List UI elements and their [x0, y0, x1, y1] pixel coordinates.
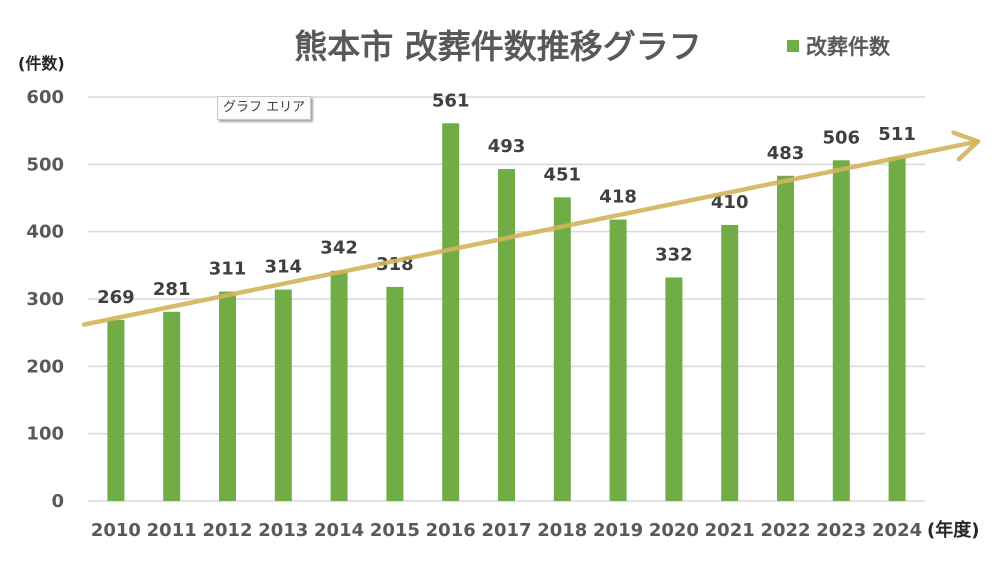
trend-arrow — [81, 130, 981, 327]
bar — [553, 197, 571, 501]
x-tick-label: 2020 — [649, 520, 699, 541]
bar — [274, 289, 292, 501]
x-tick-label: 2022 — [760, 520, 810, 541]
chart-area-tooltip: グラフ エリア — [217, 96, 312, 120]
bar — [442, 123, 460, 501]
bar — [163, 311, 181, 501]
y-axis-label: (件数) — [18, 54, 65, 73]
y-tick-label: 0 — [51, 491, 64, 512]
data-label: 483 — [767, 143, 805, 164]
x-axis-label: (年度) — [927, 519, 979, 541]
x-tick-label: 2012 — [202, 520, 252, 541]
data-label: 269 — [97, 287, 135, 308]
y-tick-label: 100 — [26, 424, 64, 445]
x-tick-label: 2024 — [872, 520, 922, 541]
x-tick-label: 2015 — [370, 520, 420, 541]
bar — [107, 319, 125, 501]
bar — [832, 160, 850, 501]
bars — [107, 123, 906, 501]
y-tick-label: 600 — [26, 87, 64, 108]
x-tick-label: 2023 — [816, 520, 866, 541]
data-label: 561 — [432, 90, 470, 111]
chart-title: 熊本市 改葬件数推移グラフ — [294, 27, 702, 66]
data-label: 342 — [320, 238, 358, 259]
data-label: 281 — [153, 279, 191, 300]
data-label: 332 — [655, 244, 693, 265]
x-tick-label: 2017 — [481, 520, 531, 541]
x-tick-label: 2021 — [705, 520, 755, 541]
bar — [665, 277, 683, 501]
data-label: 493 — [488, 136, 526, 157]
x-tick-label: 2010 — [91, 520, 141, 541]
x-tick-label: 2013 — [258, 520, 308, 541]
data-label: 410 — [711, 192, 749, 213]
y-tick-label: 200 — [26, 356, 64, 377]
bar — [888, 156, 906, 501]
bar — [219, 291, 236, 501]
data-label: 451 — [544, 164, 582, 185]
x-tick-label: 2019 — [593, 520, 643, 541]
x-tick-label: 2018 — [537, 520, 587, 541]
data-label: 506 — [823, 127, 861, 148]
bar — [609, 219, 627, 501]
y-tick-label: 400 — [26, 222, 64, 243]
bar — [777, 175, 794, 501]
arrowhead-icon — [951, 130, 981, 162]
data-label: 311 — [209, 259, 247, 280]
legend-label: 改葬件数 — [806, 35, 891, 59]
y-tick-label: 300 — [26, 289, 64, 310]
y-tick-label: 500 — [26, 154, 64, 175]
data-label: 511 — [878, 124, 916, 145]
x-tick-label: 2016 — [426, 520, 476, 541]
trend-arrow-line — [81, 139, 981, 327]
data-label: 314 — [265, 257, 303, 278]
x-tick-label: 2011 — [147, 520, 197, 541]
bar — [330, 270, 348, 501]
bar — [498, 169, 515, 501]
bar — [386, 286, 404, 501]
y-axis-ticks: 0 100 200 300 400 500 600 — [26, 87, 64, 512]
bar — [721, 224, 739, 501]
x-tick-label: 2014 — [314, 520, 364, 541]
legend-swatch — [787, 40, 799, 52]
data-label: 418 — [599, 187, 637, 208]
x-axis-ticks: 2010 2011 2012 2013 2014 2015 2016 2017 2018 2019… — [91, 520, 922, 541]
